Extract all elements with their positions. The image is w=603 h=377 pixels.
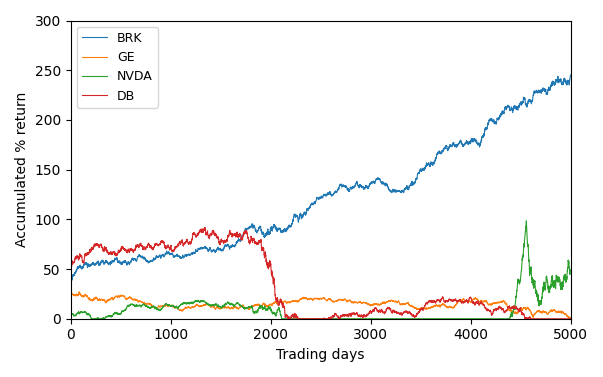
DB [392, 310, 399, 314]
BRK [367, 181, 374, 186]
GE [75, 290, 83, 294]
DB [158, 240, 165, 244]
BRK [478, 138, 485, 143]
GE [258, 303, 265, 308]
Legend: BRK, GE, NVDA, DB: BRK, GE, NVDA, DB [77, 27, 157, 107]
BRK [440, 146, 447, 151]
BRK [67, 280, 74, 284]
Y-axis label: Accumulated % return: Accumulated % return [15, 92, 29, 247]
GE [440, 302, 447, 307]
DB [285, 316, 292, 321]
BRK [158, 254, 165, 258]
GE [478, 299, 485, 303]
NVDA [523, 219, 530, 223]
NVDA [158, 306, 165, 311]
NVDA [67, 311, 74, 316]
NVDA [440, 316, 447, 321]
NVDA [392, 316, 399, 321]
DB [367, 308, 374, 313]
GE [67, 291, 74, 296]
Line: BRK: BRK [71, 75, 570, 282]
Line: GE: GE [71, 292, 570, 318]
NVDA [567, 268, 574, 272]
BRK [567, 73, 574, 77]
Line: DB: DB [71, 227, 570, 319]
GE [367, 303, 374, 308]
DB [67, 265, 74, 269]
DB [567, 316, 574, 321]
BRK [392, 189, 399, 194]
NVDA [258, 304, 265, 309]
NVDA [367, 316, 374, 321]
NVDA [87, 316, 95, 321]
X-axis label: Trading days: Trading days [276, 348, 365, 362]
GE [567, 316, 574, 320]
GE [158, 304, 165, 309]
GE [566, 316, 573, 320]
BRK [258, 230, 265, 234]
DB [258, 248, 265, 253]
Line: NVDA: NVDA [71, 221, 570, 319]
GE [392, 299, 399, 304]
DB [440, 297, 447, 302]
NVDA [478, 316, 485, 321]
DB [201, 225, 208, 230]
DB [478, 301, 485, 306]
